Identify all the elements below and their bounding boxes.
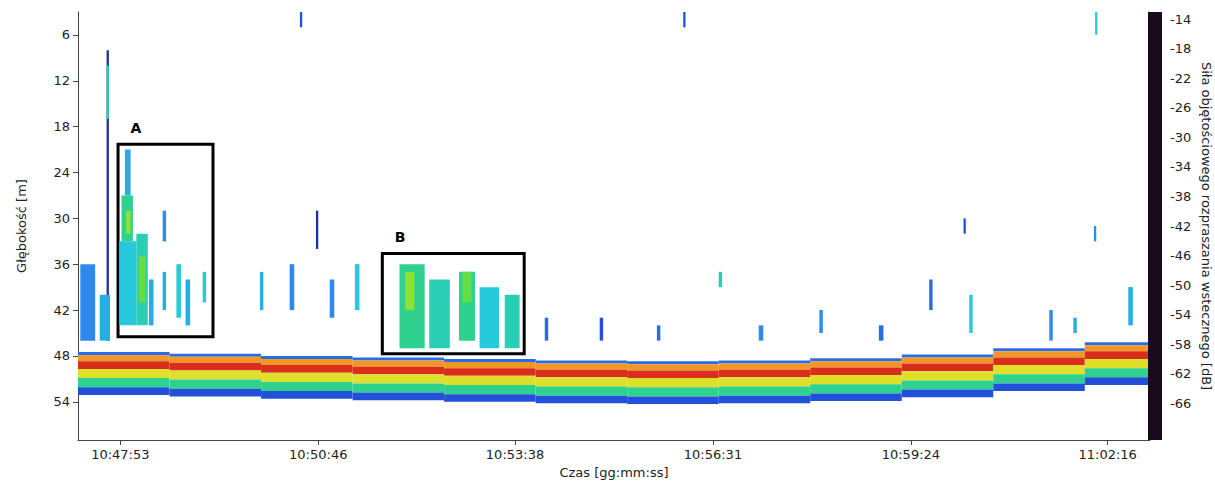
svg-text:10:47:53: 10:47:53 xyxy=(91,447,149,462)
svg-text:-50: -50 xyxy=(1170,278,1191,293)
svg-text:18: 18 xyxy=(53,119,70,134)
svg-text:42: 42 xyxy=(53,303,70,318)
svg-text:Czas [gg:mm:ss]: Czas [gg:mm:ss] xyxy=(559,465,668,480)
svg-text:10:53:38: 10:53:38 xyxy=(486,447,544,462)
svg-text:24: 24 xyxy=(53,165,70,180)
svg-text:-26: -26 xyxy=(1170,100,1191,115)
svg-text:10:56:31: 10:56:31 xyxy=(684,447,742,462)
svg-text:-34: -34 xyxy=(1170,159,1191,174)
svg-text:12: 12 xyxy=(53,73,70,88)
svg-text:-38: -38 xyxy=(1170,189,1191,204)
svg-text:10:50:46: 10:50:46 xyxy=(289,447,347,462)
svg-text:Głębokość [m]: Głębokość [m] xyxy=(14,179,29,273)
svg-text:6: 6 xyxy=(62,27,70,42)
svg-text:-14: -14 xyxy=(1170,12,1191,27)
svg-text:-46: -46 xyxy=(1170,248,1191,263)
svg-text:30: 30 xyxy=(53,211,70,226)
svg-text:A: A xyxy=(131,120,142,136)
svg-text:11:02:16: 11:02:16 xyxy=(1078,447,1136,462)
svg-text:48: 48 xyxy=(53,348,70,363)
svg-text:-22: -22 xyxy=(1170,71,1191,86)
svg-text:-58: -58 xyxy=(1170,337,1191,352)
svg-text:-62: -62 xyxy=(1170,366,1191,381)
svg-text:Siła objętościowego rozpraszan: Siła objętościowego rozpraszania wsteczn… xyxy=(1199,62,1214,390)
svg-text:54: 54 xyxy=(53,394,70,409)
svg-text:-30: -30 xyxy=(1170,130,1191,145)
svg-text:-54: -54 xyxy=(1170,307,1191,322)
svg-text:10:59:24: 10:59:24 xyxy=(882,447,940,462)
svg-text:36: 36 xyxy=(53,257,70,272)
svg-text:B: B xyxy=(395,229,406,245)
svg-text:-66: -66 xyxy=(1170,396,1191,411)
svg-text:-42: -42 xyxy=(1170,219,1191,234)
svg-text:-18: -18 xyxy=(1170,41,1191,56)
